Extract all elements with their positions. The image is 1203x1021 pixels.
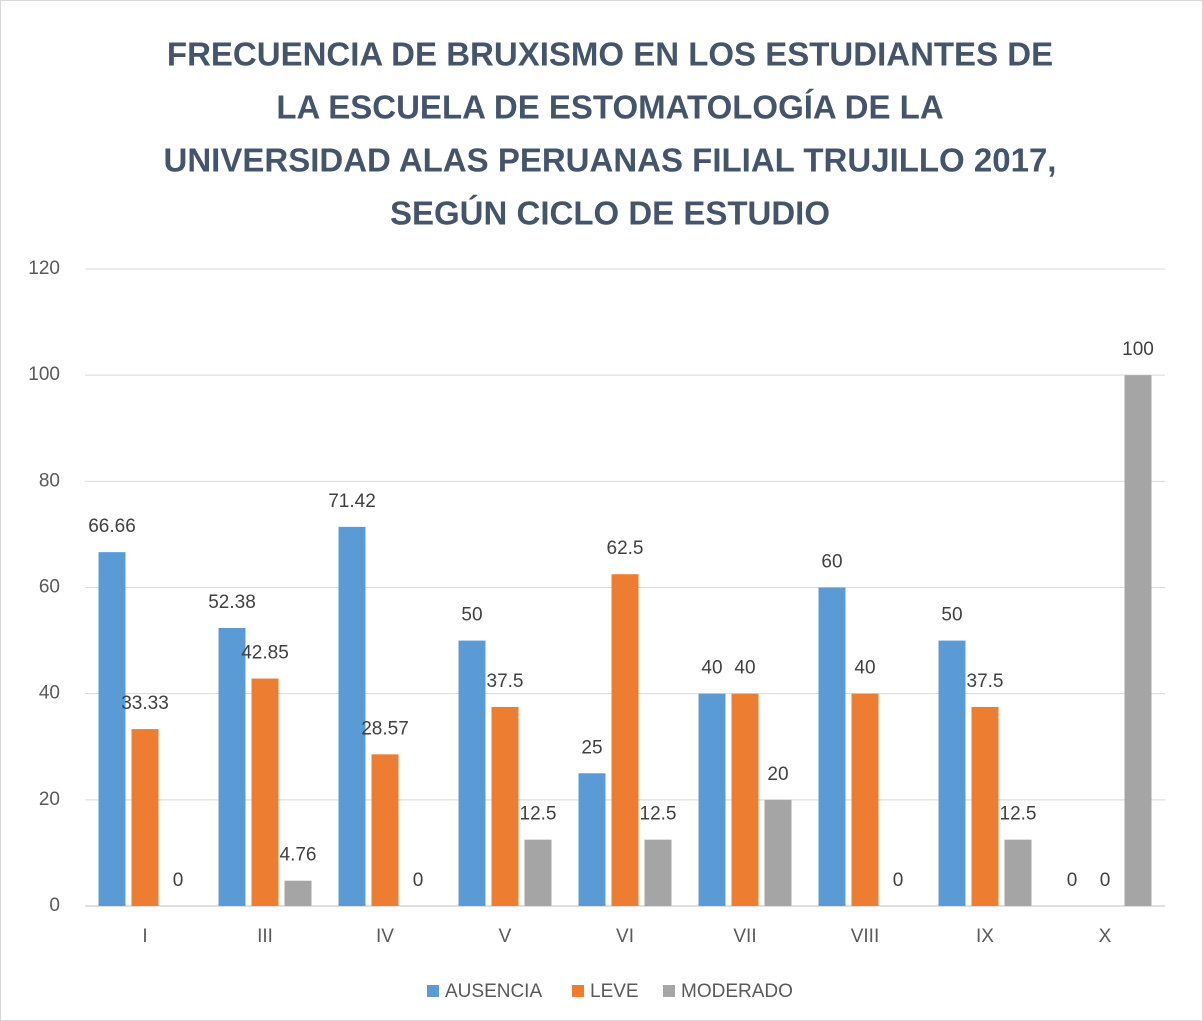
bar (251, 678, 279, 906)
bar (578, 773, 606, 906)
x-tick-label: X (1099, 926, 1112, 947)
y-tick-label: 20 (39, 789, 60, 810)
bar (1004, 839, 1032, 906)
value-label: 40 (701, 658, 722, 679)
y-tick-label: 80 (39, 470, 60, 491)
bar (644, 839, 672, 906)
value-label: 40 (854, 658, 875, 679)
y-tick-label: 40 (39, 683, 60, 704)
bar (1124, 375, 1152, 907)
x-tick-label: V (499, 926, 512, 947)
legend-swatch (427, 985, 439, 997)
chart-title: FRECUENCIA DE BRUXISMO EN LOS ESTUDIANTE… (167, 36, 1053, 73)
x-tick-label: IV (376, 926, 394, 947)
bar (524, 839, 552, 906)
value-label: 0 (1100, 870, 1111, 891)
x-tick-label: III (257, 926, 273, 947)
bar (131, 729, 159, 906)
value-label: 71.42 (328, 491, 376, 512)
bar (764, 799, 792, 906)
value-label: 12.5 (1000, 804, 1037, 825)
legend-swatch (663, 985, 675, 997)
bar (284, 880, 312, 906)
value-label: 62.5 (607, 538, 644, 559)
bar (818, 587, 846, 906)
chart-title: UNIVERSIDAD ALAS PERUANAS FILIAL TRUJILL… (164, 142, 1057, 179)
value-label: 50 (941, 605, 962, 626)
x-tick-label: I (142, 926, 147, 947)
bar (491, 706, 519, 906)
bar (698, 693, 726, 906)
bar (338, 526, 366, 906)
value-label: 12.5 (520, 804, 557, 825)
value-label: 42.85 (241, 643, 289, 664)
x-tick-label: VII (733, 926, 756, 947)
bar (971, 706, 999, 906)
value-label: 40 (734, 658, 755, 679)
y-tick-label: 60 (39, 577, 60, 598)
legend-label: AUSENCIA (445, 981, 542, 1002)
value-label: 25 (581, 737, 602, 758)
value-label: 66.66 (88, 516, 136, 537)
x-tick-label: VI (616, 926, 634, 947)
chart-title: LA ESCUELA DE ESTOMATOLOGÍA DE LA (276, 89, 943, 126)
legend-label: LEVE (590, 981, 639, 1002)
value-label: 52.38 (208, 592, 256, 613)
value-label: 28.57 (361, 718, 409, 739)
value-label: 4.76 (280, 845, 317, 866)
chart-title: SEGÚN CICLO DE ESTUDIO (390, 195, 830, 232)
value-label: 50 (461, 605, 482, 626)
y-tick-label: 100 (28, 364, 60, 385)
x-tick-label: VIII (851, 926, 880, 947)
value-label: 0 (173, 870, 184, 891)
value-label: 60 (821, 552, 842, 573)
value-label: 37.5 (487, 671, 524, 692)
legend-label: MODERADO (681, 981, 793, 1002)
x-tick-label: IX (976, 926, 994, 947)
bar (938, 640, 966, 906)
bar (218, 627, 246, 906)
y-tick-label: 120 (28, 258, 60, 279)
value-label: 0 (413, 870, 424, 891)
bar (98, 552, 126, 906)
value-label: 100 (1122, 339, 1154, 360)
bar (611, 574, 639, 906)
value-label: 37.5 (967, 671, 1004, 692)
bar (851, 693, 879, 906)
value-label: 12.5 (640, 804, 677, 825)
value-label: 33.33 (121, 693, 169, 714)
legend-swatch (572, 985, 584, 997)
bar (458, 640, 486, 906)
value-label: 0 (893, 870, 904, 891)
y-tick-label: 0 (49, 895, 60, 916)
bar (371, 754, 399, 906)
value-label: 20 (767, 764, 788, 785)
bar (731, 693, 759, 906)
value-label: 0 (1067, 870, 1078, 891)
